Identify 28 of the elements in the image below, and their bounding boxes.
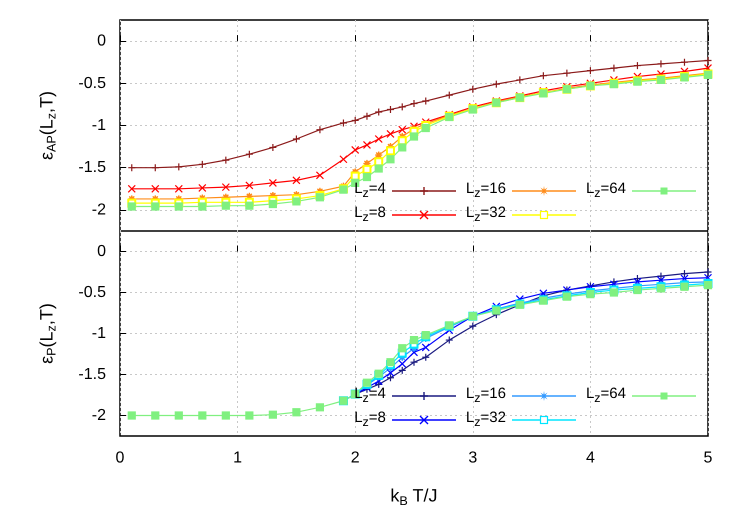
x-tick-label: 2	[350, 450, 360, 466]
y-tick-label: -0.5	[78, 284, 106, 301]
legend-label: L$_{z}$=4	[354, 179, 386, 202]
y-tick-label: -2	[92, 407, 106, 424]
y-tick-label: -1.5	[78, 159, 106, 176]
x-tick-label: 3	[468, 450, 478, 466]
x-tick-label: 1	[233, 450, 242, 466]
legend-label: L$_{z}$=16	[466, 384, 506, 407]
y-axis-title: εAP(Lz,T)	[36, 90, 58, 160]
legend-label: L$_{z}$=8	[354, 408, 386, 431]
y-tick-label: 0	[97, 32, 106, 50]
y-tick-label: -1.5	[78, 366, 106, 383]
legend-label: L$_{z}$=16	[466, 179, 506, 202]
legend-label: L$_{z}$=64	[586, 179, 626, 202]
y-tick-label: -2	[92, 201, 106, 218]
legend-label: L$_{z}$=32	[466, 408, 506, 431]
legend-label: L$_{z}$=4	[354, 384, 386, 407]
x-tick-label: 4	[586, 450, 595, 466]
x-tick-label: 5	[704, 450, 713, 466]
y-axis-title: εP(Lz,T)	[36, 303, 58, 364]
y-tick-label: -1	[92, 325, 106, 342]
x-tick-label: 0	[116, 450, 125, 466]
legend-label: L$_{z}$=8	[354, 203, 386, 226]
y-tick-label: -0.5	[78, 74, 106, 92]
y-tick-label: -1	[92, 117, 106, 134]
y-tick-label: 0	[97, 243, 106, 260]
legend-label: L$_{z}$=32	[466, 203, 506, 226]
legend-label: L$_{z}$=64	[586, 384, 626, 407]
